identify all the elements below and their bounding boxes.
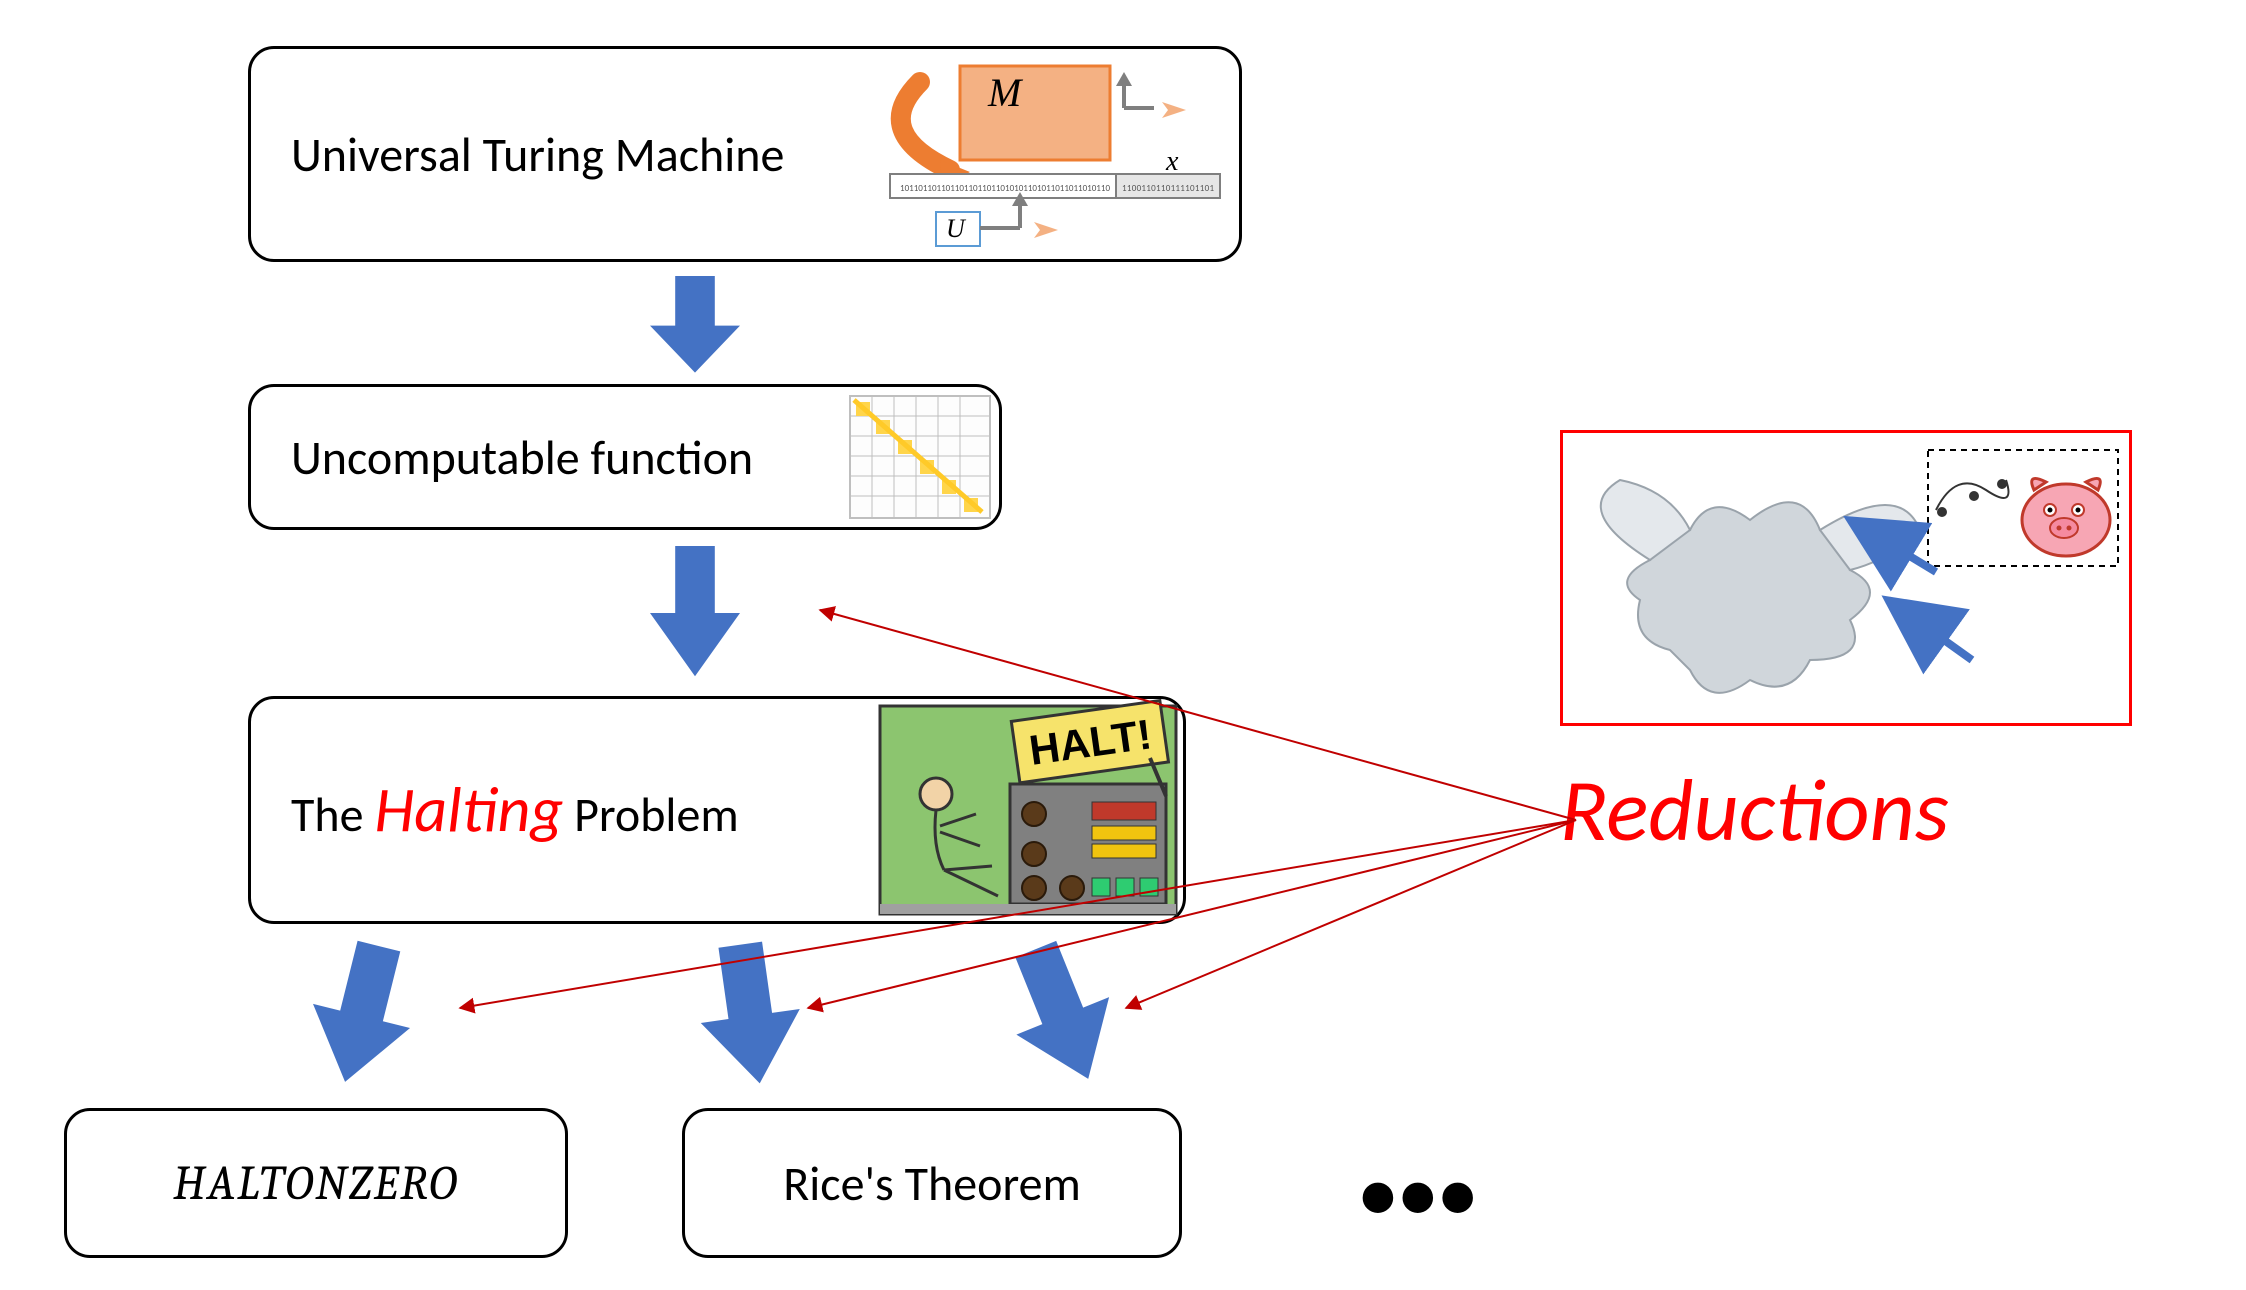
pegasus-illustration xyxy=(0,0,2246,1290)
